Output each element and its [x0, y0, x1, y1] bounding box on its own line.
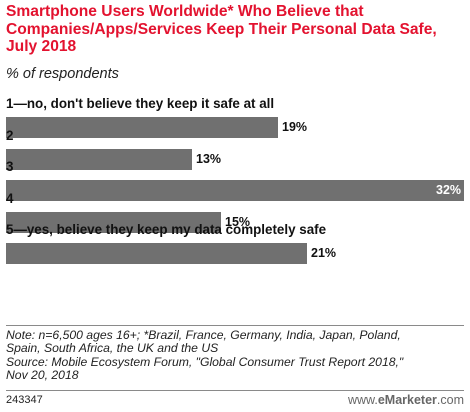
chart-subtitle: % of respondents — [6, 66, 119, 82]
category-label: 1—no, don't believe they keep it safe at… — [6, 96, 275, 111]
bar-value-label: 19% — [282, 120, 308, 134]
category-label: 2 — [6, 127, 14, 143]
bar — [6, 211, 221, 233]
bar — [6, 180, 464, 201]
logo-brand: eMarketer — [377, 393, 437, 407]
emarketer-logo[interactable]: www.eMarketer.com — [348, 393, 464, 407]
footer-divider — [6, 390, 464, 391]
chart-title: Smartphone Users Worldwide* Who Believe … — [6, 3, 437, 55]
chart-notes: Note: n=6,500 ages 16+; *Brazil, France,… — [6, 325, 464, 383]
logo-prefix: www. — [347, 393, 378, 407]
note-line: Nov 20, 2018 — [6, 368, 79, 383]
bar-value-label: 13% — [196, 151, 222, 166]
bar-value-label: 15% — [225, 214, 251, 229]
category-label: 3 — [6, 159, 14, 174]
note-line: Spain, South Africa, the UK and the US — [6, 341, 219, 356]
note-line: Source: Mobile Ecosystem Forum, "Global … — [6, 354, 404, 369]
bar-value-label: 21% — [311, 246, 337, 260]
chart-id: 243347 — [6, 394, 43, 406]
bar-value-label: 32% — [436, 183, 462, 197]
note-line: Note: n=6,500 ages 16+; *Brazil, France,… — [6, 328, 401, 342]
bar — [6, 243, 307, 264]
bar — [6, 117, 278, 138]
category-label: 4 — [6, 190, 14, 206]
category-label: 5—yes, believe they keep my data complet… — [6, 222, 327, 237]
bar — [6, 148, 192, 170]
logo-suffix: .com — [436, 393, 464, 407]
